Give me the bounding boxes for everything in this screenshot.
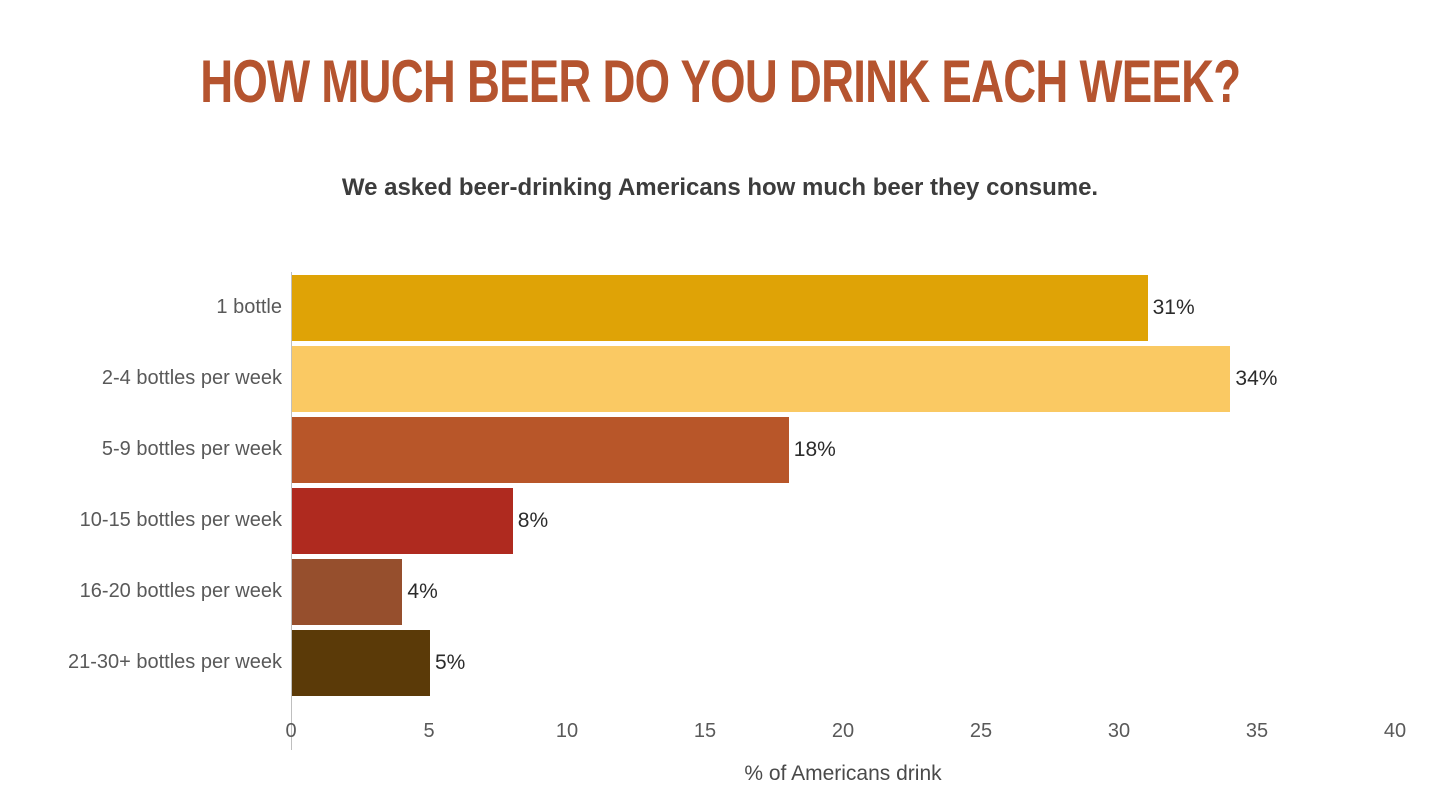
chart-subtitle: We asked beer-drinking Americans how muc… — [341, 174, 1099, 201]
value-label: 34% — [1235, 366, 1278, 390]
bar — [292, 345, 1231, 412]
bar-track: 34% — [292, 345, 1396, 412]
bar-track: 31% — [292, 274, 1396, 341]
bar — [292, 274, 1148, 341]
bar-track: 18% — [292, 416, 1396, 483]
bar-chart: 1 bottle 31% 2-4 bottles per week 34% 5-… — [0, 272, 1440, 792]
value-label: 4% — [407, 579, 438, 603]
bar-row: 5-9 bottles per week 18% — [0, 414, 1396, 485]
bar-row: 21-30+ bottles per week 5% — [0, 627, 1396, 698]
x-axis: 0 5 10 15 20 25 30 35 40 — [285, 720, 1406, 748]
x-tick-label: 15 — [693, 720, 717, 742]
category-label: 2-4 bottles per week — [101, 367, 282, 389]
page-title: HOW MUCH BEER DO YOU DRINK EACH WEEK? — [199, 48, 1241, 115]
category-label: 1 bottle — [216, 296, 282, 318]
bar-track: 4% — [292, 558, 1396, 625]
bar-row: 1 bottle 31% — [0, 272, 1396, 343]
category-label: 21-30+ bottles per week — [67, 651, 282, 673]
category-label: 10-15 bottles per week — [79, 509, 282, 531]
x-tick-label: 30 — [1107, 720, 1131, 742]
page-title-wrap: HOW MUCH BEER DO YOU DRINK EACH WEEK? — [0, 52, 1440, 112]
value-label: 8% — [517, 508, 549, 532]
x-tick-label: 10 — [555, 720, 579, 742]
x-tick-label: 5 — [423, 720, 435, 742]
bar — [292, 558, 403, 625]
bar — [292, 487, 513, 554]
bar — [292, 416, 789, 483]
bar-row: 16-20 bottles per week 4% — [0, 556, 1396, 627]
bar-row: 2-4 bottles per week 34% — [0, 343, 1396, 414]
y-axis-line — [291, 272, 292, 750]
x-axis-title: % of Americans drink — [744, 762, 942, 785]
value-label: 18% — [793, 437, 836, 461]
value-label: 5% — [435, 650, 466, 674]
bar-track: 5% — [292, 629, 1396, 696]
category-label: 5-9 bottles per week — [101, 438, 282, 460]
bar-track: 8% — [292, 487, 1396, 554]
x-tick-label: 35 — [1245, 720, 1269, 742]
category-label: 16-20 bottles per week — [79, 580, 282, 602]
bar — [292, 629, 430, 696]
bar-rows: 1 bottle 31% 2-4 bottles per week 34% 5-… — [0, 272, 1396, 698]
x-tick-label: 40 — [1383, 720, 1407, 742]
x-tick-label: 25 — [969, 720, 993, 742]
x-tick-label: 0 — [285, 720, 297, 742]
bar-row: 10-15 bottles per week 8% — [0, 485, 1396, 556]
value-label: 31% — [1152, 295, 1195, 319]
x-tick-label: 20 — [831, 720, 855, 742]
